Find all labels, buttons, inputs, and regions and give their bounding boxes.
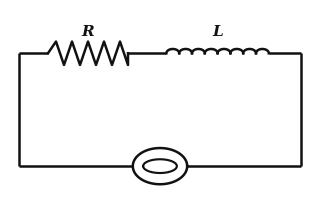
Text: L: L [212,25,223,39]
Text: R: R [82,25,94,39]
